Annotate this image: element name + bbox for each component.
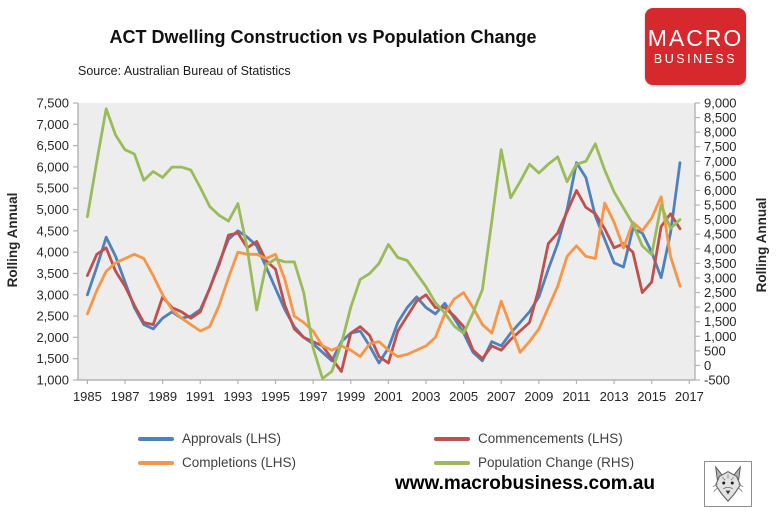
y-axis-title-right: Rolling Annual [754, 197, 769, 293]
source-note: Source: Australian Bureau of Statistics [78, 64, 291, 78]
y-left-tick-label: 3,000 [36, 287, 69, 302]
wolf-logo [704, 461, 752, 507]
y-right-tick-label: -500 [704, 373, 730, 388]
y-right-tick-label: 1,500 [704, 314, 737, 329]
y-left-tick-label: 7,500 [36, 96, 69, 111]
y-right-tick-label: 2,000 [704, 300, 737, 315]
x-tick-label: 1993 [223, 389, 252, 404]
chart-title: ACT Dwelling Construction vs Population … [109, 27, 537, 47]
x-tick-label: 1997 [299, 389, 328, 404]
y-right-tick-label: 4,500 [704, 227, 737, 242]
y-right-tick-label: 6,500 [704, 168, 737, 183]
macrobusiness-logo: MACRO BUSINESS [645, 8, 746, 85]
y-right-tick-label: 4,000 [704, 241, 737, 256]
x-tick-label: 1999 [336, 389, 365, 404]
x-tick-label: 2013 [600, 389, 629, 404]
y-right-tick-label: 5,500 [704, 198, 737, 213]
y-right-tick-label: 0 [704, 358, 711, 373]
legend-marker-population-change-rhs [434, 460, 470, 465]
y-right-tick-label: 2,500 [704, 285, 737, 300]
legend-marker-completions-lhs [138, 460, 174, 465]
legend-label-completions-lhs: Completions (LHS) [182, 455, 297, 470]
y-left-tick-label: 5,000 [36, 202, 69, 217]
y-right-tick-label: 1,000 [704, 329, 737, 344]
series-line-population-change-rhs [86, 107, 682, 380]
chart-legend: Approvals (LHS) Commencements (LHS) Comple… [138, 428, 730, 473]
y-left-tick-label: 7,000 [36, 117, 69, 132]
legend-label-approvals-lhs: Approvals (LHS) [182, 431, 282, 446]
y-left-tick-label: 4,500 [36, 223, 69, 238]
x-tick-label: 2017 [675, 389, 704, 404]
x-tick-label: 2011 [563, 389, 591, 404]
y-left-tick-label: 2,000 [36, 330, 69, 345]
y-left-tick-label: 6,500 [36, 138, 69, 153]
y-right-tick-label: 7,000 [704, 154, 737, 169]
y-left-tick-label: 3,500 [36, 266, 69, 281]
y-right-tick-label: 8,500 [704, 110, 737, 125]
y-right-tick-label: 3,000 [704, 270, 737, 285]
logo-text-business: BUSINESS [653, 52, 738, 67]
y-right-tick-label: 5,000 [704, 212, 737, 227]
legend-marker-commencements-lhs [434, 436, 470, 441]
y-right-tick-label: 500 [704, 343, 726, 358]
x-tick-label: 1989 [148, 389, 177, 404]
x-tick-label: 2009 [524, 389, 553, 404]
x-tick-label: 1985 [73, 389, 102, 404]
x-tick-label: 2003 [412, 389, 441, 404]
x-tick-label: 1995 [261, 389, 290, 404]
legend-item-population-change-rhs: Population Change (RHS) [434, 452, 730, 473]
legend-item-commencements-lhs: Commencements (LHS) [434, 428, 730, 449]
y-left-tick-label: 5,500 [36, 181, 69, 196]
y-right-tick-label: 3,500 [704, 256, 737, 271]
x-tick-label: 2005 [449, 389, 478, 404]
series-line-commencements-lhs [86, 188, 682, 373]
x-tick-label: 1991 [186, 389, 215, 404]
footer-url: www.macrobusiness.com.au [394, 473, 656, 494]
logo-text-macro: MACRO [647, 25, 744, 52]
legend-label-population-change-rhs: Population Change (RHS) [478, 455, 635, 470]
legend-label-commencements-lhs: Commencements (LHS) [478, 431, 623, 446]
y-left-tick-label: 2,500 [36, 309, 69, 324]
y-left-tick-label: 6,000 [36, 159, 69, 174]
wolf-icon [712, 465, 744, 502]
y-left-tick-label: 4,000 [36, 245, 69, 260]
x-tick-label: 1987 [111, 389, 140, 404]
y-right-tick-label: 8,000 [704, 125, 737, 140]
series-line-approvals-lhs [86, 161, 682, 365]
series-line-completions-lhs [86, 195, 682, 359]
y-right-tick-label: 9,000 [704, 96, 737, 111]
y-left-tick-label: 1,000 [36, 373, 69, 388]
y-axis-title-left: Rolling Annual [5, 192, 20, 288]
plot-area [78, 103, 695, 380]
legend-item-completions-lhs: Completions (LHS) [138, 452, 434, 473]
legend-marker-approvals-lhs [138, 436, 174, 441]
y-right-tick-label: 7,500 [704, 139, 737, 154]
x-tick-label: 2015 [637, 389, 666, 404]
legend-item-approvals-lhs: Approvals (LHS) [138, 428, 434, 449]
x-tick-label: 2007 [487, 389, 516, 404]
y-right-tick-label: 6,000 [704, 183, 737, 198]
x-tick-label: 2001 [374, 389, 403, 404]
y-left-tick-label: 1,500 [36, 351, 69, 366]
